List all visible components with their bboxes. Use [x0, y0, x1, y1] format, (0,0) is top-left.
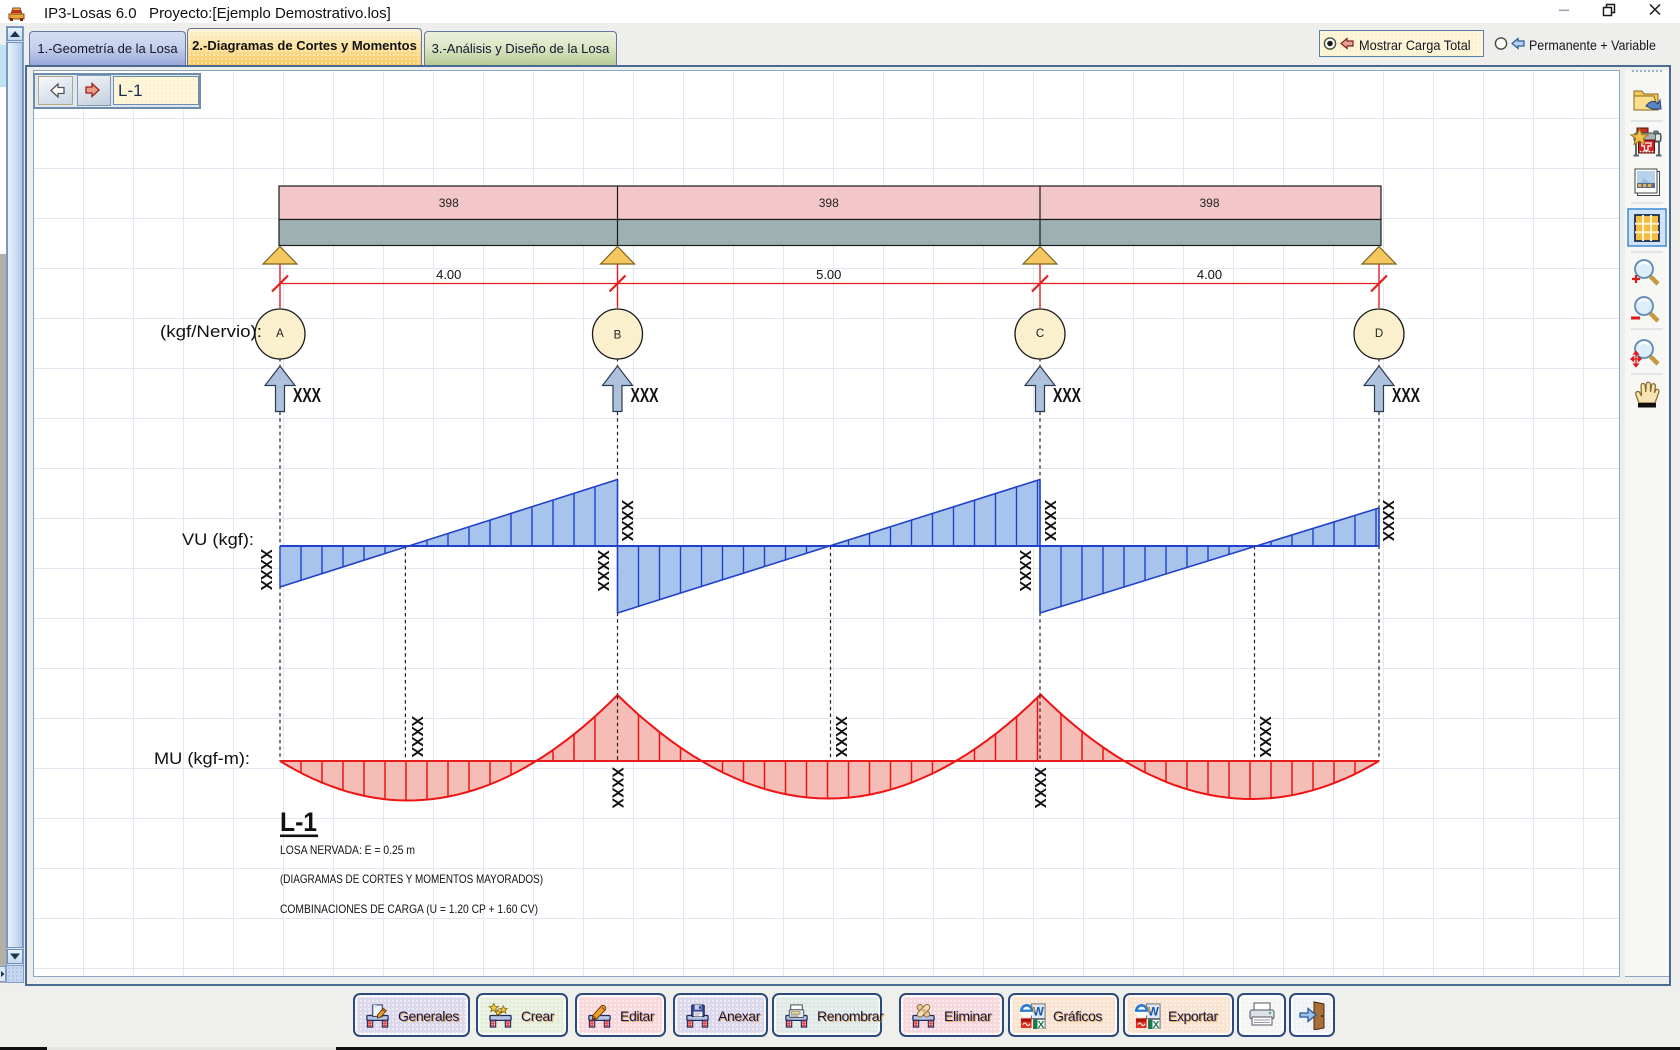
svg-text:W: W — [1033, 1007, 1044, 1019]
svg-text:(kgf/Nervio):: (kgf/Nervio): — [160, 322, 262, 341]
svg-text:XXX: XXX — [1392, 383, 1420, 406]
svg-text:398: 398 — [819, 196, 839, 210]
svg-text:XXX: XXX — [1053, 383, 1081, 406]
svg-text:XXXX: XXXX — [594, 550, 611, 592]
svg-text:4.00: 4.00 — [1197, 267, 1222, 282]
svg-text:(DIAGRAMAS DE CORTES Y MOMENTO: (DIAGRAMAS DE CORTES Y MOMENTOS MAYORADO… — [280, 872, 543, 886]
svg-text:LOSA NERVADA: E = 0.25 m: LOSA NERVADA: E = 0.25 m — [280, 843, 415, 857]
svg-text:5.00: 5.00 — [816, 267, 841, 282]
svg-text:C: C — [1036, 328, 1044, 340]
svg-text:398: 398 — [439, 196, 459, 210]
svg-text:XXXX: XXXX — [832, 716, 849, 758]
svg-text:XXXX: XXXX — [1041, 500, 1058, 542]
svg-text:X: X — [1038, 1020, 1045, 1029]
svg-text:XXXX: XXXX — [1256, 716, 1273, 758]
svg-text:4.00: 4.00 — [436, 267, 461, 282]
svg-text:VU (kgf):: VU (kgf): — [182, 530, 254, 549]
svg-text:XXXX: XXXX — [618, 500, 635, 542]
svg-text:L-1: L-1 — [280, 807, 317, 837]
svg-text:XXXX: XXXX — [1016, 550, 1033, 592]
svg-text:XXXX: XXXX — [257, 549, 274, 591]
svg-text:X: X — [1153, 1020, 1160, 1029]
svg-text:D: D — [1375, 328, 1383, 340]
svg-text:MU (kgf-m):: MU (kgf-m): — [154, 749, 250, 768]
svg-text:XXX: XXX — [293, 383, 321, 406]
svg-text:398: 398 — [1199, 196, 1219, 210]
svg-text:XXXX: XXXX — [1031, 767, 1048, 809]
svg-text:XXXX: XXXX — [408, 716, 425, 758]
svg-text:B: B — [614, 330, 622, 342]
svg-text:XXXX: XXXX — [1379, 500, 1396, 542]
svg-text:XXXX: XXXX — [609, 767, 626, 809]
svg-text:W: W — [1148, 1007, 1159, 1019]
svg-text:XXX: XXX — [631, 383, 659, 406]
svg-text:COMBINACIONES DE CARGA (U = 1.: COMBINACIONES DE CARGA (U = 1.20 CP + 1.… — [280, 902, 538, 916]
svg-text:A: A — [276, 328, 284, 340]
